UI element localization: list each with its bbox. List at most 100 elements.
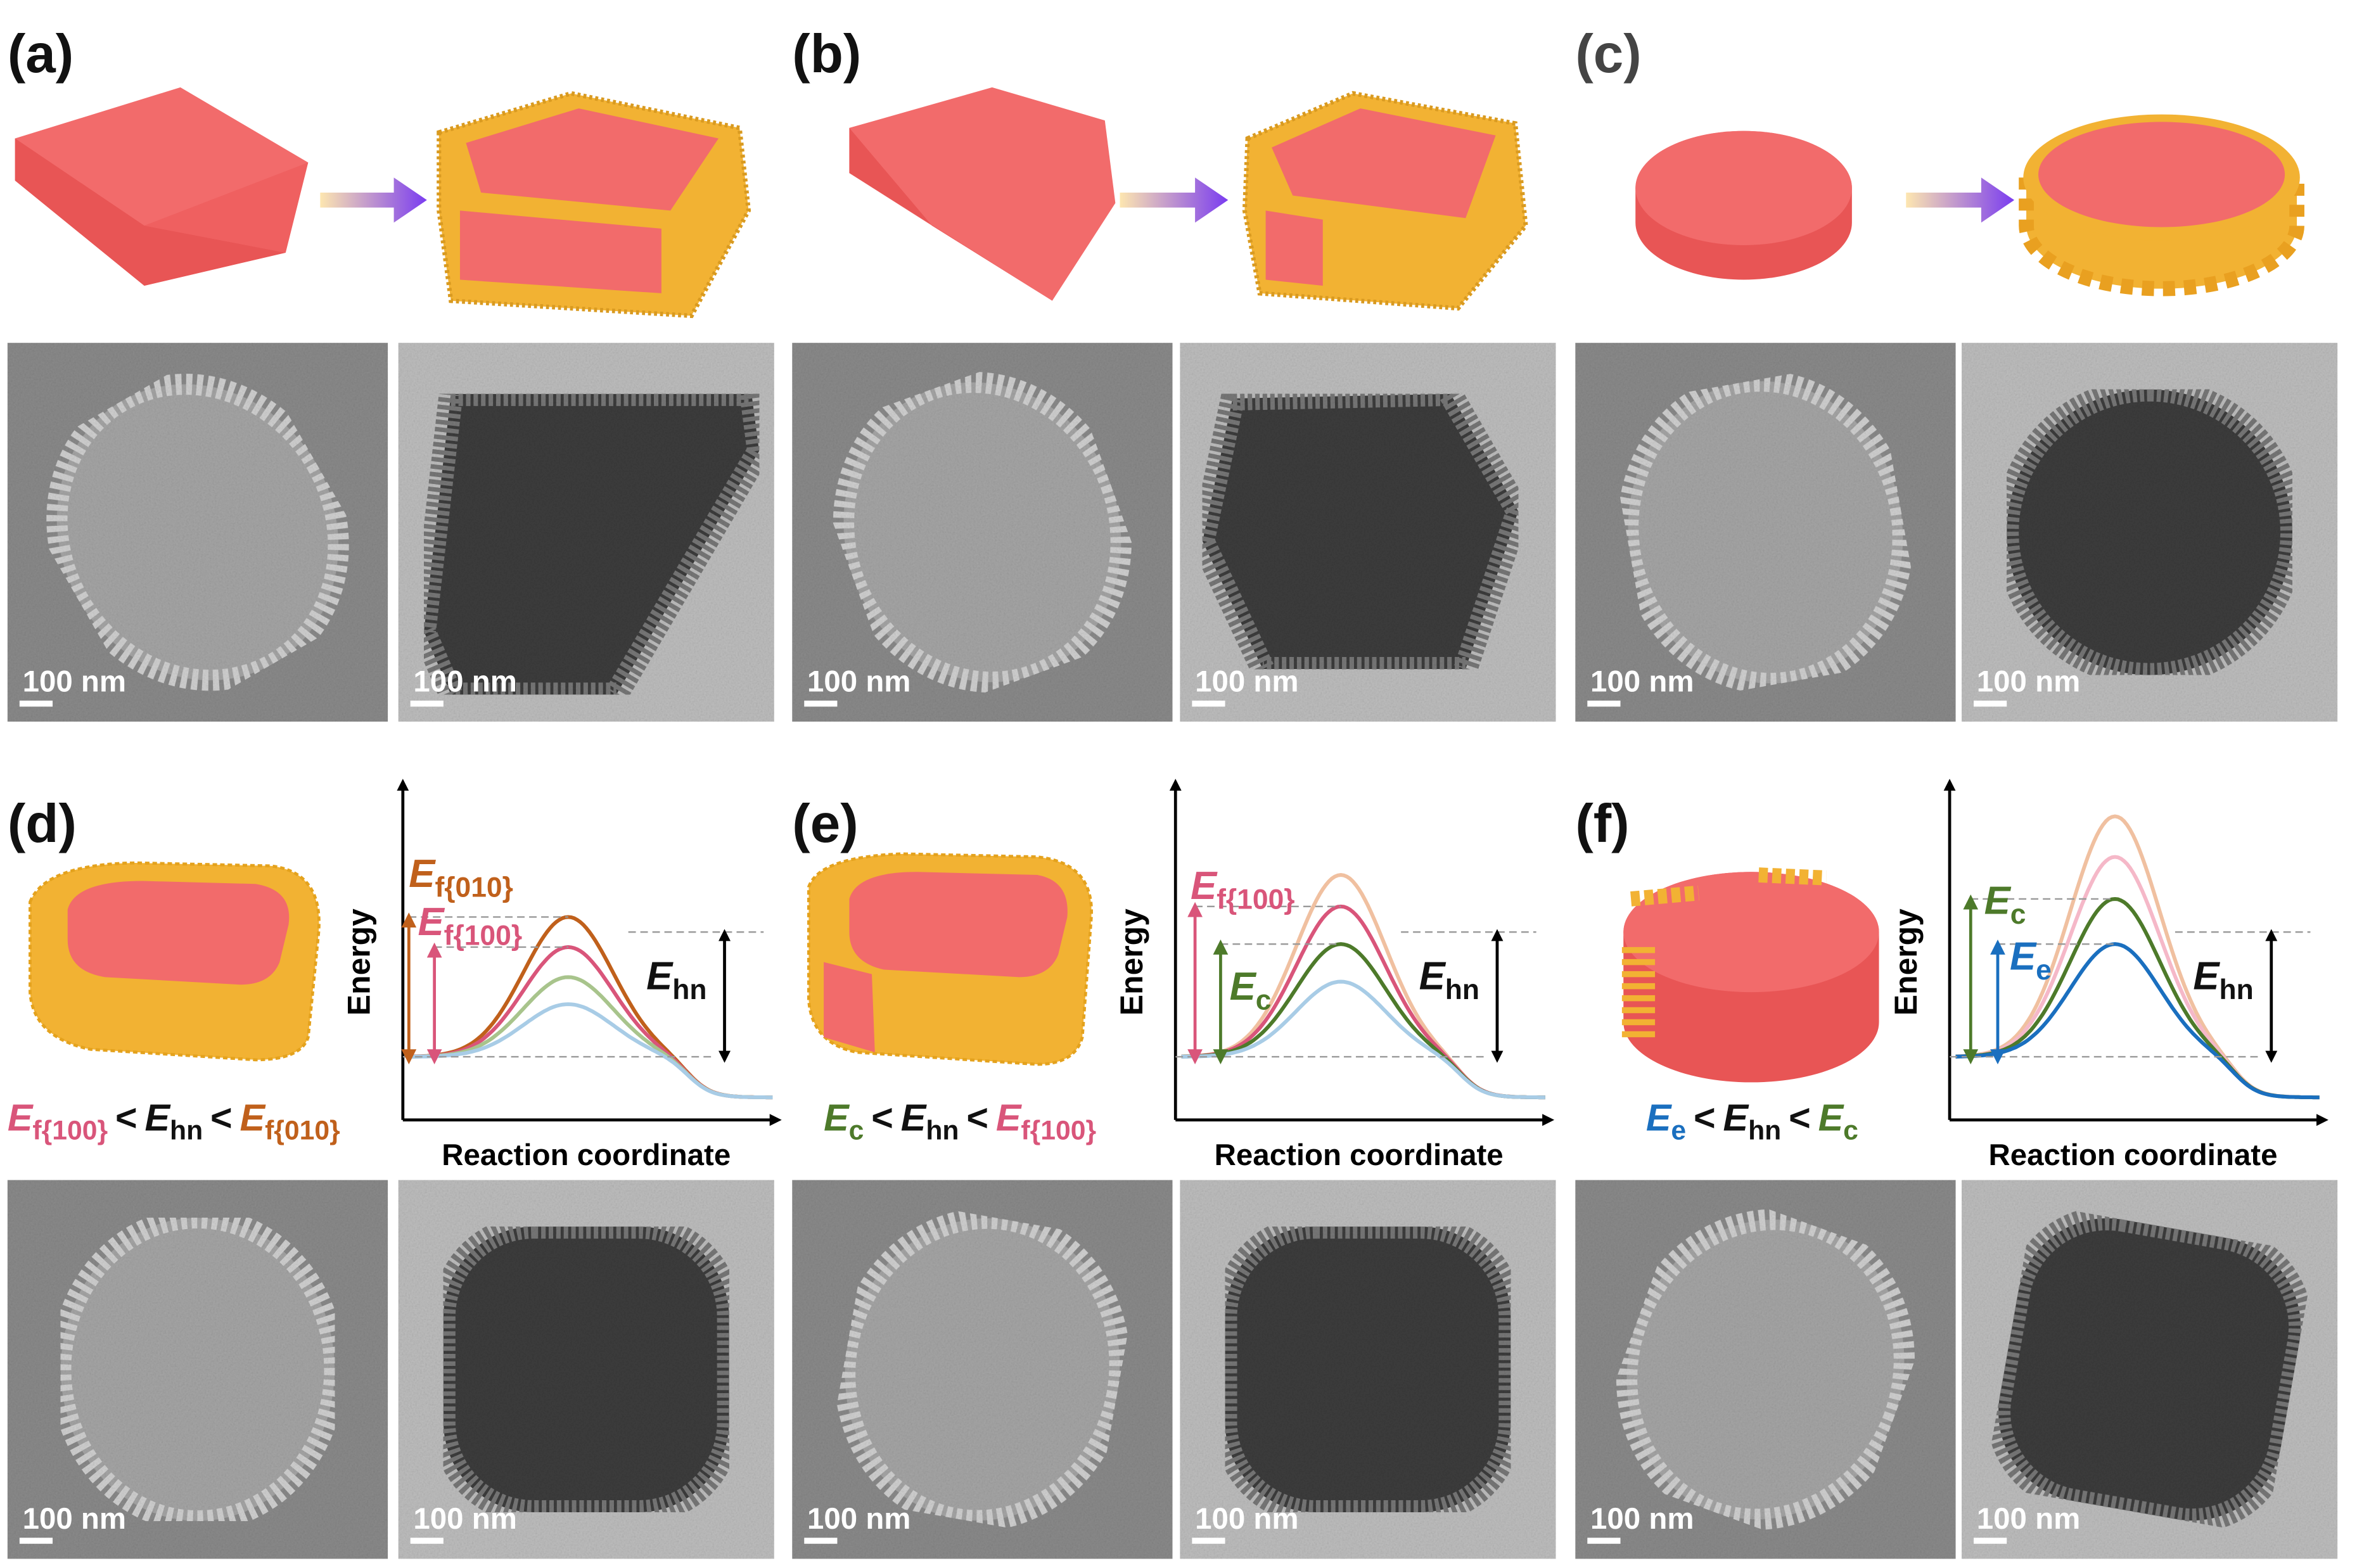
inequality-main: E <box>144 1096 171 1138</box>
inequality-main: E <box>1723 1096 1750 1138</box>
panel-label: (f) <box>1575 794 1629 854</box>
energy-label: Ee <box>2010 934 2052 985</box>
particle <box>1190 381 1531 681</box>
scale-bar-label: 100 nm <box>413 665 516 699</box>
inequality-main: < <box>1694 1096 1716 1138</box>
energy-label: Ehn <box>2193 954 2253 1005</box>
energy-label: Ef{010} <box>409 852 513 903</box>
label-main: E <box>418 900 445 944</box>
scale-bar-label: 100 nm <box>1590 665 1694 699</box>
inequality-sub: c <box>849 1116 864 1146</box>
panel-label: (d) <box>8 794 77 854</box>
label-sub: c <box>2010 899 2026 930</box>
label-sub: c <box>1256 985 1272 1016</box>
particle <box>431 1214 741 1524</box>
label-main: E <box>646 954 674 998</box>
inequality-main: < <box>115 1096 137 1138</box>
scale-bar-label: 100 nm <box>1195 1502 1298 1536</box>
tem-image: 100 nm <box>398 1180 774 1559</box>
inequality-main: E <box>1818 1096 1845 1138</box>
inequality-main: E <box>824 1096 850 1138</box>
inequality-main: E <box>901 1096 928 1138</box>
x-axis-label: Reaction coordinate <box>442 1138 731 1172</box>
label-sub: f{010} <box>435 872 513 903</box>
label-sub: hn <box>1445 974 1479 1005</box>
sem-image: 100 nm <box>1575 1180 1956 1559</box>
panel-label: (a) <box>8 24 73 84</box>
particle <box>833 371 1132 693</box>
panel-label: (e) <box>792 794 858 854</box>
inequality-sub: f{100} <box>1021 1116 1096 1146</box>
scale-bar-label: 100 nm <box>1590 1502 1694 1536</box>
inequality-sub: hn <box>170 1116 203 1146</box>
inequality-sub: c <box>1843 1116 1858 1146</box>
tem-image: 100 nm <box>398 343 774 722</box>
label-main: E <box>1191 864 1218 908</box>
tem-image: 100 nm <box>1180 1180 1556 1559</box>
label-main: E <box>1984 879 2012 923</box>
inequality-sub: hn <box>926 1116 959 1146</box>
particle <box>1618 371 1913 694</box>
label-sub: hn <box>672 974 706 1005</box>
energy-label: Ehn <box>1419 954 1479 1005</box>
energy-curve <box>409 975 773 1100</box>
energy-label: Ehn <box>646 954 706 1005</box>
energy-curve <box>409 1002 773 1100</box>
scale-bar-label: 100 nm <box>23 665 126 699</box>
inequality-main: < <box>210 1096 233 1138</box>
schematics <box>15 87 2304 1083</box>
label-sub: f{100} <box>444 920 522 951</box>
scale-bar-label: 100 nm <box>413 1502 516 1536</box>
particle <box>411 381 772 707</box>
inequality: Ef{100} < Ehn < Ef{010} <box>8 1096 340 1145</box>
label-main: E <box>2193 954 2220 998</box>
particle <box>50 1207 345 1532</box>
sem-image: 100 nm <box>7 1180 388 1559</box>
annotations: (a) (b) (c) (d) (e) (f) Energy Reaction coordin… <box>8 24 2328 1172</box>
panel-label: (c) <box>1575 24 1641 84</box>
label-main: E <box>1419 954 1447 998</box>
particle <box>1213 1214 1523 1524</box>
particle <box>46 373 349 691</box>
label-sub: f{100} <box>1217 884 1294 915</box>
x-axis-label: Reaction coordinate <box>1988 1138 2277 1172</box>
tem-image: 100 nm <box>1962 343 2338 722</box>
particle <box>1986 1206 2313 1533</box>
energy-label: Ef{100} <box>418 900 523 951</box>
sem-image: 100 nm <box>792 1180 1173 1559</box>
panel-label: (b) <box>792 24 861 84</box>
label-sub: e <box>2036 955 2052 986</box>
label-sub: hn <box>2220 974 2254 1005</box>
scale-bar-label: 100 nm <box>1977 1502 2080 1536</box>
inequality-sub: f{010} <box>265 1116 340 1146</box>
inequality-main: E <box>240 1096 267 1138</box>
micrographs: 100 nm 100 nm 100 nm 100 nm 100 nm 100 nm 100 … <box>7 343 2338 1559</box>
scale-bar-label: 100 nm <box>23 1502 126 1536</box>
label-main: E <box>409 852 436 896</box>
tem-image: 100 nm <box>1180 343 1556 722</box>
scale-bar-label: 100 nm <box>807 665 910 699</box>
inequality-main: E <box>996 1096 1023 1138</box>
label-main: E <box>1230 965 1257 1009</box>
inequality-main: E <box>1646 1096 1673 1138</box>
inequality-sub: f{100} <box>32 1116 108 1146</box>
y-axis-label: Energy <box>1888 908 1924 1016</box>
energy-label: Ef{100} <box>1191 864 1295 915</box>
inequality-main: E <box>8 1096 34 1138</box>
inequality-sub: hn <box>1748 1116 1781 1146</box>
tem-image: 100 nm <box>1962 1180 2338 1559</box>
inequality-main: < <box>966 1096 988 1138</box>
particle <box>1616 1209 1915 1530</box>
label-main: E <box>2010 934 2037 978</box>
particle <box>1995 377 2304 687</box>
energy-curve <box>1181 979 1545 1100</box>
inequality: Ec < Ehn < Ef{100} <box>824 1096 1096 1145</box>
sem-image: 100 nm <box>792 343 1173 722</box>
inequality: Ee < Ehn < Ec <box>1646 1096 1858 1145</box>
scale-bar-label: 100 nm <box>1195 665 1298 699</box>
inequality-main: < <box>1789 1096 1811 1138</box>
x-axis-label: Reaction coordinate <box>1215 1138 1504 1172</box>
scale-bar-label: 100 nm <box>807 1502 910 1536</box>
